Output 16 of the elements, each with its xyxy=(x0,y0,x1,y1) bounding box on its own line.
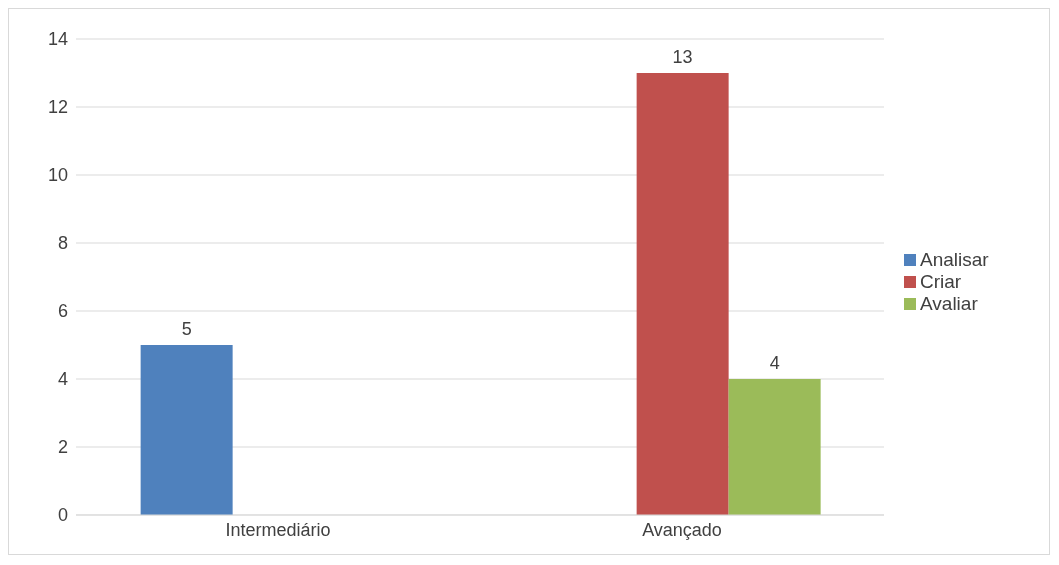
y-tick-label: 0 xyxy=(57,505,68,526)
legend-label: Analisar xyxy=(920,248,989,270)
x-tick-label: Avançado xyxy=(642,519,722,540)
y-tick-label: 2 xyxy=(57,437,68,458)
y-tick-label: 4 xyxy=(57,369,68,390)
data-label: 4 xyxy=(769,353,780,373)
legend-label: Avaliar xyxy=(920,292,978,314)
y-tick-label: 6 xyxy=(57,301,68,322)
y-tick-label: 10 xyxy=(47,165,68,186)
y-tick-label: 12 xyxy=(47,97,68,118)
data-label: 5 xyxy=(181,319,192,339)
x-tick-label: Intermediário xyxy=(225,519,331,540)
legend-label: Criar xyxy=(920,270,962,292)
data-label: 13 xyxy=(672,47,693,67)
y-tick-label: 14 xyxy=(47,29,68,50)
y-tick-label: 8 xyxy=(57,233,68,254)
